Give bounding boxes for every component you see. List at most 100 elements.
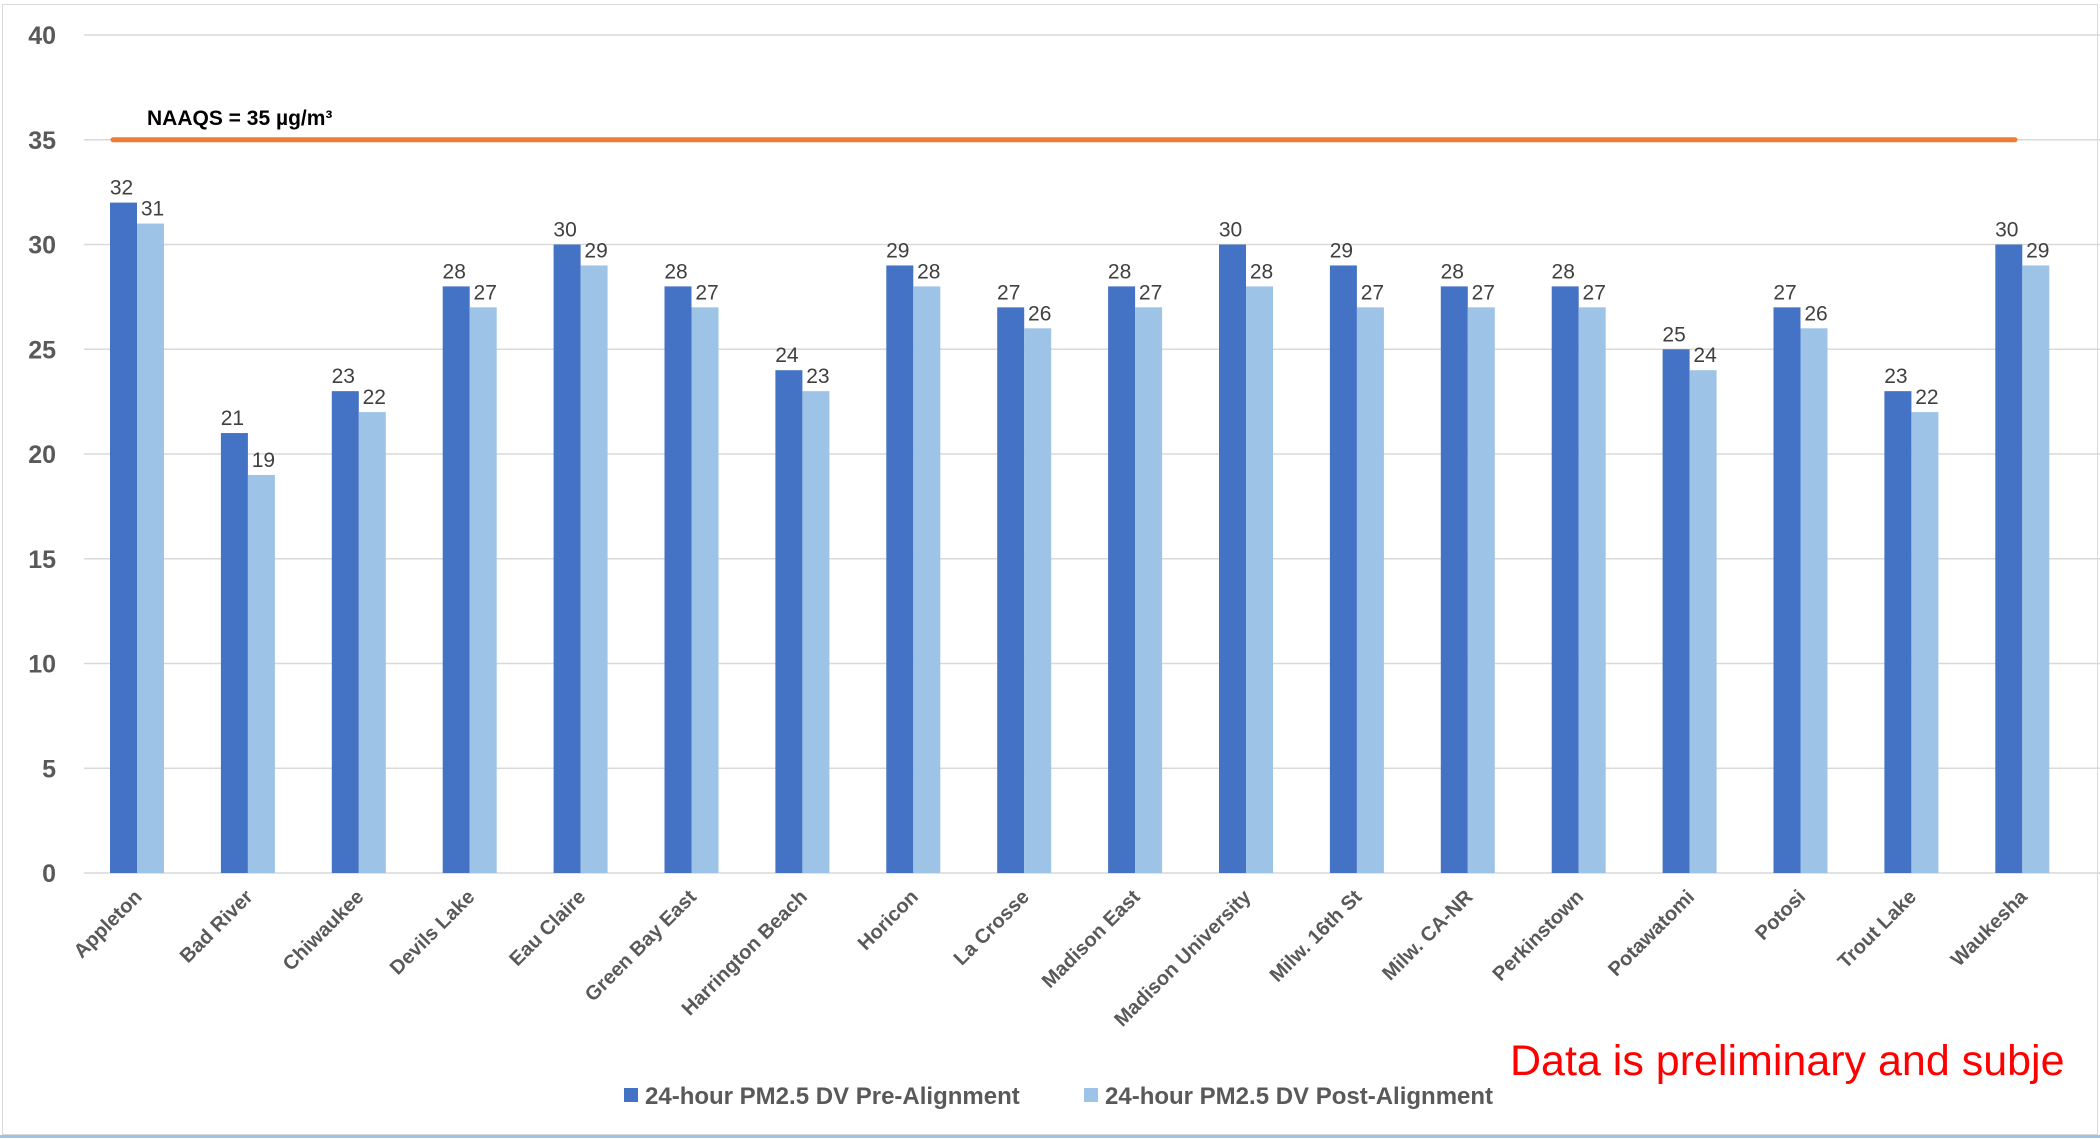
bar-post-alignment: [137, 223, 164, 874]
data-label: 26: [1804, 302, 1827, 325]
y-tick-label: 15: [28, 546, 56, 574]
data-label: 28: [1441, 260, 1464, 283]
bar-pre-alignment: [1219, 244, 1246, 873]
bar-post-alignment: [1246, 286, 1273, 873]
data-label: 28: [664, 260, 687, 283]
category-label: Milw. 16th St: [1266, 886, 1367, 987]
bar-post-alignment: [1800, 328, 1828, 873]
bar-pre-alignment: [1440, 286, 1468, 873]
category-label: Green Bay East: [581, 886, 701, 1006]
data-label: 23: [332, 365, 355, 388]
data-label: 28: [1250, 260, 1273, 283]
bar-pre-alignment: [1773, 307, 1801, 874]
bar-post-alignment: [2022, 265, 2050, 873]
bar-post-alignment: [580, 265, 608, 873]
bar-post-alignment: [691, 307, 719, 874]
data-label: 27: [1583, 281, 1606, 304]
data-label: 30: [1219, 219, 1242, 242]
category-label: Harrington Beach: [678, 886, 812, 1020]
bar-pre-alignment: [886, 265, 914, 873]
naaqs-reference: NAAQS = 35 µg/m³: [110, 107, 2018, 143]
data-label: 31: [141, 198, 164, 221]
data-label: 28: [917, 260, 940, 283]
data-label: 30: [1995, 219, 2018, 242]
category-label: Potosi: [1751, 886, 1810, 945]
data-label: 24: [775, 344, 799, 367]
category-label: Devils Lake: [386, 886, 479, 979]
bar-pre-alignment: [1995, 244, 2023, 873]
legend-label-post-alignment: 24-hour PM2.5 DV Post-Alignment: [1105, 1083, 1493, 1110]
data-label: 26: [1028, 302, 1051, 325]
bar-pre-alignment: [220, 433, 248, 873]
y-tick-label: 10: [28, 651, 56, 679]
y-tick-label: 40: [28, 22, 56, 50]
data-label: 29: [1330, 239, 1353, 262]
category-label: Horicon: [854, 886, 923, 955]
data-label: 29: [2026, 239, 2049, 262]
naaqs-reference-label: NAAQS = 35 µg/m³: [147, 107, 332, 130]
bar-pre-alignment: [664, 286, 692, 873]
bar-pre-alignment: [553, 244, 581, 873]
data-label: 21: [221, 407, 244, 430]
y-tick-label: 20: [28, 441, 56, 469]
data-label: 29: [886, 239, 909, 262]
bar-post-alignment: [1024, 328, 1052, 873]
bar-post-alignment: [358, 412, 386, 873]
data-label: 22: [363, 386, 386, 409]
data-label: 27: [1472, 281, 1495, 304]
category-label: Trout Lake: [1834, 886, 1921, 973]
data-label: 19: [252, 449, 275, 472]
data-label: 27: [474, 281, 497, 304]
bar-post-alignment: [1356, 307, 1384, 874]
bar-pre-alignment: [1884, 391, 1912, 873]
data-label: 27: [1773, 281, 1796, 304]
data-label: 25: [1662, 323, 1685, 346]
bar-post-alignment: [1911, 412, 1939, 873]
data-label: 27: [1139, 281, 1162, 304]
category-label: Eau Claire: [505, 886, 590, 971]
y-tick-label: 30: [28, 232, 56, 260]
bar-post-alignment: [1135, 307, 1163, 874]
bar-pre-alignment: [1551, 286, 1579, 873]
bar-post-alignment: [913, 286, 941, 873]
category-label: Madison East: [1038, 886, 1145, 993]
category-label: Bad River: [176, 886, 258, 968]
category-label: Waukesha: [1947, 885, 2033, 971]
y-axis-ticks: 0 5 10 15 20 25 30 35 40: [28, 22, 56, 888]
bar-post-alignment: [1578, 307, 1606, 874]
category-labels: Appleton Bad River Chiwaukee Devils Lake Eau…: [70, 885, 2033, 1031]
bar-pre-alignment: [1108, 286, 1136, 873]
data-label: 24: [1693, 344, 1717, 367]
legend-label-pre-alignment: 24-hour PM2.5 DV Pre-Alignment: [645, 1083, 1020, 1110]
bottom-rule: [0, 1135, 2100, 1138]
bar-pre-alignment: [1662, 349, 1690, 873]
bar-post-alignment: [1467, 307, 1495, 874]
data-label: 29: [584, 239, 607, 262]
category-label: La Crosse: [950, 886, 1034, 970]
data-label: 30: [553, 219, 576, 242]
data-label: 32: [110, 177, 133, 200]
data-label: 27: [1361, 281, 1384, 304]
category-label: Appleton: [70, 886, 147, 963]
data-label: 28: [1108, 260, 1131, 283]
bar-pre-alignment: [997, 307, 1025, 874]
data-label: 27: [695, 281, 718, 304]
bar-pre-alignment: [775, 370, 803, 873]
y-tick-label: 35: [28, 127, 56, 155]
bar-post-alignment: [247, 474, 275, 873]
data-labels: 32 31 21 19 23 22 28 27 30 29 28 27 24 23 29 28 27 26 28 27…: [110, 177, 2050, 472]
data-label: 23: [806, 365, 829, 388]
legend: 24-hour PM2.5 DV Pre-Alignment 24-hour P…: [624, 1083, 1493, 1110]
legend-swatch-post-alignment: [1084, 1088, 1098, 1102]
data-label: 22: [1915, 386, 1938, 409]
data-label: 27: [997, 281, 1020, 304]
y-tick-label: 5: [42, 755, 56, 783]
bar-post-alignment: [802, 391, 830, 873]
bar-pre-alignment: [110, 202, 137, 874]
bar-pre-alignment: [1329, 265, 1357, 873]
bar-pre-alignment: [331, 391, 359, 873]
category-label: Chiwaukee: [279, 886, 368, 975]
bar-post-alignment: [469, 307, 497, 874]
data-label: 28: [443, 260, 466, 283]
